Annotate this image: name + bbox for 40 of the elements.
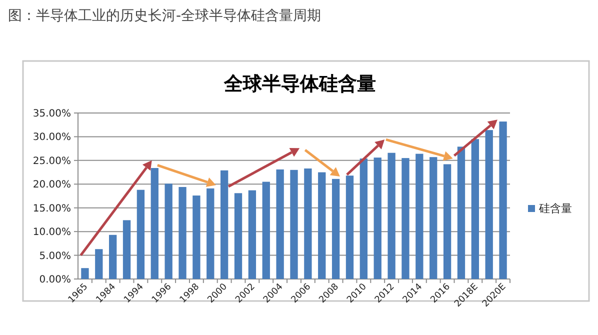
bar [178,186,186,279]
y-tick-label: 5.00% [39,250,71,262]
bar [443,164,452,279]
bar [290,170,298,279]
y-tick-label: 30.00% [32,132,71,144]
y-tick-label: 35.00% [32,108,71,120]
bar [81,268,89,279]
bar [374,158,382,279]
bar [402,158,410,279]
bar [304,168,312,279]
bar [136,190,145,279]
bar [95,249,103,279]
bar [276,169,284,279]
bar [457,146,466,279]
legend-label: 硅含量 [538,202,572,215]
y-tick-label: 15.00% [32,203,71,214]
bar [416,154,424,279]
text: 图：半导体工业的历史长河-全球半导体硅含量周期 [8,8,322,24]
bar [471,139,479,279]
bar [150,168,158,279]
bar [360,158,368,279]
bar [332,178,340,279]
bar [430,157,438,279]
bar [234,193,242,279]
y-tick-label: 20.00% [32,180,71,191]
bar [220,170,228,279]
bar [499,122,507,279]
bar [248,190,256,279]
bar [122,220,131,279]
y-tick-label: 0.00% [39,274,71,286]
y-tick-label: 25.00% [32,156,71,167]
bar [192,196,200,279]
bar [109,234,117,279]
y-tick-label: 10.00% [32,227,71,238]
bar [164,184,172,279]
bar [388,152,396,279]
bar [318,172,326,279]
bar [262,182,270,279]
bar [346,176,354,279]
chart-title: 全球半导体硅含量 [223,73,376,95]
